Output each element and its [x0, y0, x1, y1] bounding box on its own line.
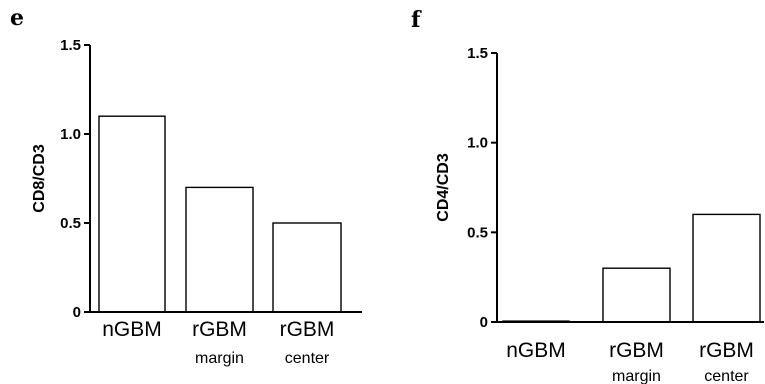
bar — [98, 115, 166, 313]
x-tick-label: rGBM — [699, 339, 754, 362]
x-tick-sublabel: center — [704, 368, 749, 384]
chart-panel-f: f 0 0.5 1.0 1.5 CD4/CD3 nGBM rGBM margin rGBM cent… — [411, 7, 764, 384]
bar — [692, 213, 761, 323]
y-tick-label: 0 — [73, 304, 81, 321]
panel-letter: f — [411, 7, 422, 33]
x-tick-label: nGBM — [506, 339, 566, 362]
bar — [185, 186, 254, 313]
x-tick-label: rGBM — [280, 318, 335, 341]
x-tick-sublabel: center — [285, 350, 330, 367]
y-tick-label: 0.5 — [60, 215, 81, 232]
panel-letter: e — [10, 5, 24, 31]
y-tick-label: 1.0 — [467, 135, 488, 152]
x-tick-label: rGBM — [609, 339, 664, 362]
bar — [272, 222, 342, 313]
y-axis-label: CD4/CD3 — [435, 153, 452, 222]
y-tick-label: 0.5 — [467, 224, 488, 241]
bar — [602, 267, 671, 323]
y-tick-label: 1.0 — [60, 126, 81, 143]
y-tick-label: 1.5 — [467, 45, 488, 62]
y-tick-label: 1.5 — [60, 37, 81, 54]
x-tick-sublabel: margin — [612, 368, 661, 384]
chart-panel-e: e 0 0.5 1.0 1.5 CD8/CD3 nGBM rGBM margin rGBM cent… — [10, 5, 362, 367]
x-tick-label: rGBM — [192, 318, 247, 341]
x-tick-label: nGBM — [102, 318, 162, 341]
x-tick-sublabel: margin — [195, 350, 244, 367]
y-axis-label: CD8/CD3 — [31, 144, 48, 213]
y-tick-label: 0 — [480, 314, 488, 331]
